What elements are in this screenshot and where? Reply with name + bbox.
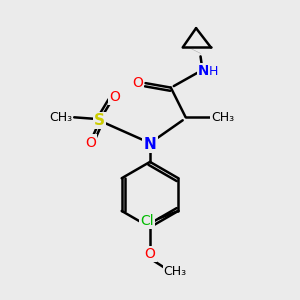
Text: O: O	[109, 89, 120, 103]
Text: Cl: Cl	[140, 214, 154, 228]
Text: CH₃: CH₃	[211, 111, 234, 124]
Text: N: N	[144, 136, 156, 152]
Text: H: H	[209, 65, 219, 78]
Text: O: O	[85, 136, 96, 150]
Text: N: N	[198, 64, 209, 78]
Text: CH₃: CH₃	[49, 111, 72, 124]
Text: CH₃: CH₃	[164, 266, 187, 278]
Text: S: S	[94, 113, 105, 128]
Text: O: O	[132, 76, 143, 90]
Text: O: O	[145, 247, 155, 261]
